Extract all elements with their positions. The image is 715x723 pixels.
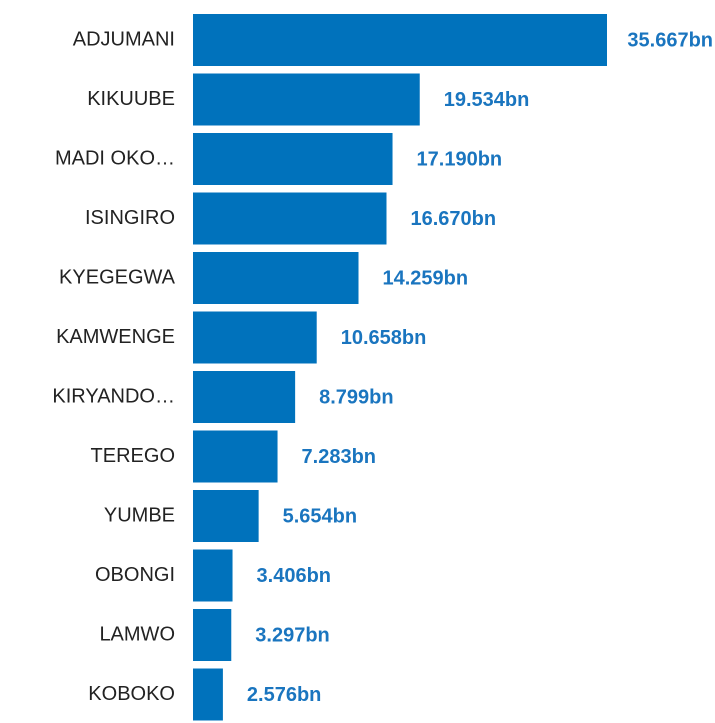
category-label: LAMWO (99, 623, 175, 645)
value-label: 14.259bn (383, 267, 469, 289)
value-label: 19.534bn (444, 89, 530, 111)
category-label: KYEGEGWA (59, 266, 176, 288)
category-label: OBONGI (95, 564, 175, 586)
value-label: 17.190bn (417, 148, 503, 170)
category-label: KIKUUBE (87, 88, 175, 110)
value-label: 3.406bn (257, 565, 331, 587)
bar (193, 192, 387, 245)
bar (193, 490, 259, 542)
value-label: 16.670bn (410, 208, 496, 230)
category-label: ADJUMANI (73, 28, 175, 50)
bar (193, 430, 278, 483)
value-label: 7.283bn (302, 446, 376, 468)
bar (193, 371, 296, 423)
category-label: MADI OKO… (55, 147, 175, 169)
bar (193, 609, 232, 661)
bar (193, 252, 359, 304)
bar (193, 311, 317, 364)
value-label-background (619, 24, 715, 56)
value-label: 8.799bn (319, 386, 393, 408)
bar (193, 133, 393, 185)
bar (193, 73, 420, 126)
category-label: KOBOKO (88, 683, 175, 705)
value-label: 35.667bn (627, 29, 713, 51)
category-label: TEREGO (91, 445, 175, 467)
category-label: YUMBE (104, 504, 175, 526)
category-label: KAMWENGE (56, 326, 175, 348)
value-label: 10.658bn (341, 327, 427, 349)
value-label: 5.654bn (283, 505, 357, 527)
value-label: 2.576bn (247, 684, 321, 706)
bar (193, 549, 233, 602)
bar (193, 668, 223, 721)
bar (193, 14, 607, 66)
value-label: 3.297bn (255, 624, 329, 646)
category-label: KIRYANDO… (52, 385, 175, 407)
category-label: ISINGIRO (85, 207, 175, 229)
